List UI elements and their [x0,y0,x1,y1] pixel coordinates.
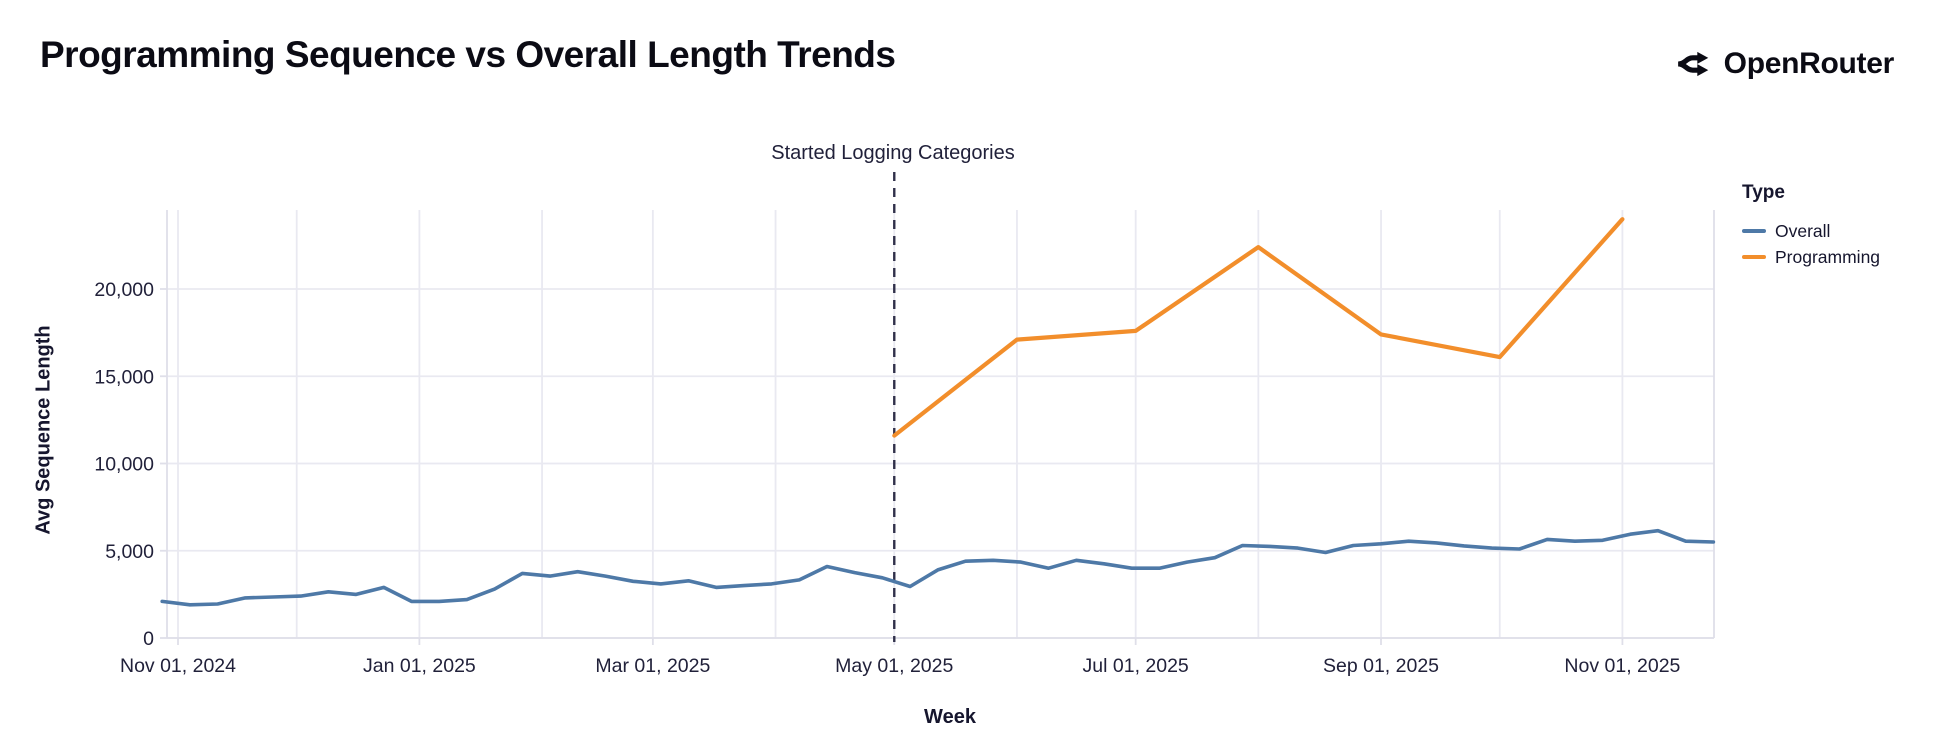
x-tick-label: Sep 01, 2025 [1323,655,1439,677]
y-tick-label: 0 [143,628,154,650]
y-tick-label: 5,000 [105,541,154,563]
legend-item-programming[interactable]: Programming [1742,244,1880,270]
programming-swatch [1742,255,1766,259]
x-tick-label: May 01, 2025 [835,655,953,677]
legend-label-programming: Programming [1775,246,1881,267]
legend-item-overall[interactable]: Overall [1742,218,1880,244]
openrouter-icon [1676,46,1712,82]
page-title: Programming Sequence vs Overall Length T… [40,34,896,75]
x-tick-label: Mar 01, 2025 [595,655,710,677]
brand-name: OpenRouter [1723,47,1895,80]
chart-legend: Type Overall Programming [1742,182,1880,270]
overall-line-series[interactable] [160,528,1716,607]
programming-line-series[interactable] [892,217,1625,438]
y-tick-label: 10,000 [94,454,154,476]
trend-chart: 0 5,000 10,000 15,000 20,000 Nov 01, 2024 Jan … [94,172,1716,677]
y-axis-title: Avg Sequence Length [32,325,55,535]
x-tick-label: Nov 01, 2024 [120,655,236,677]
x-axis-title: Week [924,706,976,728]
y-tick-label: 20,000 [94,279,154,301]
chart-annotation: Started Logging Categories [771,142,1015,164]
brand-logo: OpenRouter [1676,46,1894,82]
overall-swatch [1742,229,1766,233]
chart-area: 0 5,000 10,000 15,000 20,000 Nov 01, 2024 Jan … [0,130,1938,734]
legend-title: Type [1742,182,1785,203]
y-tick-label: 15,000 [94,366,154,388]
x-tick-label: Jan 01, 2025 [363,655,476,677]
legend-label-overall: Overall [1775,220,1831,241]
x-tick-label: Jul 01, 2025 [1083,655,1189,677]
x-tick-label: Nov 01, 2025 [1564,655,1680,677]
